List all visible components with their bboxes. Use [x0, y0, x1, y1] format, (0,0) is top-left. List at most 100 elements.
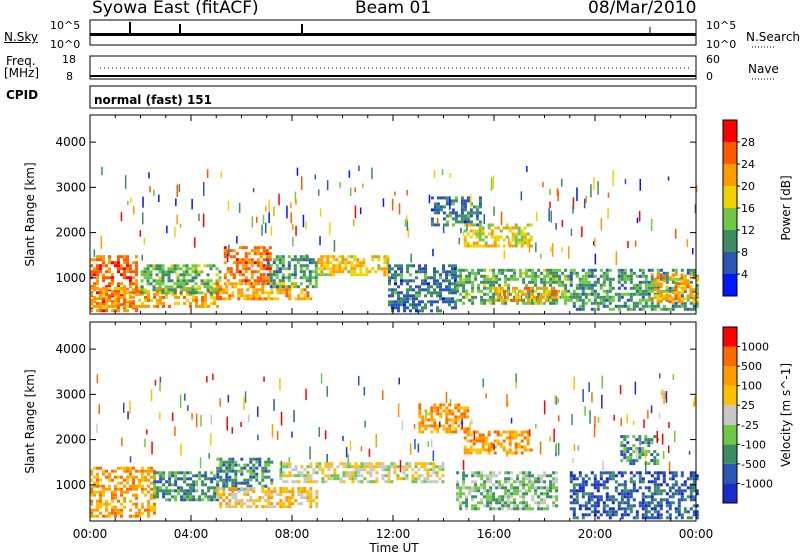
data-cell — [492, 492, 496, 496]
data-cell — [262, 279, 266, 283]
data-cell — [463, 445, 467, 449]
data-cell — [463, 214, 467, 218]
data-cell — [158, 285, 162, 289]
data-cell — [375, 462, 379, 466]
data-cell — [105, 508, 108, 512]
data-cell — [371, 267, 375, 271]
data-cell — [483, 483, 487, 487]
data-cell — [662, 474, 666, 478]
data-cell — [232, 273, 236, 277]
data-cell — [135, 285, 138, 289]
data-cell — [350, 264, 354, 268]
data-cell — [99, 294, 102, 298]
data-cell — [147, 505, 150, 509]
data-cell — [548, 289, 551, 293]
data-cell — [465, 268, 469, 272]
data-cell — [543, 289, 547, 293]
data-cell — [459, 501, 463, 505]
scatter-cell — [318, 189, 320, 196]
scatter-cell — [672, 374, 675, 381]
data-cell — [480, 268, 484, 272]
data-cell — [495, 507, 499, 511]
data-cell — [506, 298, 509, 302]
scatter-cell — [594, 415, 596, 429]
data-cell — [659, 498, 663, 502]
data-cell — [650, 480, 654, 484]
data-cell — [448, 288, 451, 292]
data-cell — [150, 481, 153, 485]
data-cell — [516, 277, 520, 281]
data-cell — [490, 223, 494, 227]
data-cell — [90, 490, 93, 494]
data-cell — [507, 507, 511, 511]
data-cell — [161, 273, 165, 277]
data-cell — [593, 280, 597, 284]
data-cell — [466, 244, 470, 248]
data-cell — [620, 489, 624, 493]
data-cell — [686, 495, 690, 499]
data-cell — [617, 277, 621, 281]
data-cell — [114, 295, 117, 299]
data-cell — [111, 508, 114, 512]
data-cell — [99, 267, 102, 271]
scatter-cell — [399, 460, 402, 473]
data-cell — [531, 480, 535, 484]
data-cell — [543, 274, 547, 278]
data-cell — [529, 448, 533, 452]
data-cell — [356, 264, 360, 268]
data-cell — [240, 499, 244, 503]
data-cell — [653, 304, 657, 308]
scatter-cell — [301, 176, 303, 190]
data-cell — [518, 289, 521, 293]
data-cell — [683, 483, 687, 487]
data-cell — [156, 480, 160, 484]
scatter-cell — [350, 187, 352, 197]
data-cell — [540, 501, 544, 505]
data-cell — [677, 291, 681, 295]
data-cell — [266, 282, 270, 286]
data-cell — [590, 271, 594, 275]
data-cell — [108, 484, 111, 488]
data-cell — [396, 465, 400, 469]
data-cell — [342, 471, 346, 475]
scatter-cell — [263, 376, 265, 382]
data-cell — [305, 285, 309, 289]
data-cell — [231, 484, 235, 488]
data-cell — [96, 481, 99, 485]
scatter-cell — [644, 451, 647, 459]
data-cell — [129, 466, 132, 470]
data-cell — [132, 304, 135, 308]
data-cell — [578, 304, 582, 308]
data-cell — [433, 282, 436, 286]
data-cell — [635, 471, 639, 475]
data-cell — [463, 241, 467, 245]
data-cell — [617, 268, 621, 272]
data-cell — [315, 462, 319, 466]
data-cell — [511, 430, 515, 434]
data-cell — [620, 516, 624, 520]
data-cell — [275, 267, 279, 271]
data-cell — [189, 477, 193, 481]
data-cell — [114, 511, 117, 515]
data-cell — [276, 282, 280, 286]
data-cell — [680, 513, 684, 517]
data-cell — [225, 478, 229, 482]
data-cell — [93, 493, 96, 497]
data-cell — [403, 309, 406, 313]
data-cell — [451, 300, 454, 304]
scatter-cell — [515, 381, 517, 389]
data-cell — [309, 462, 313, 466]
scatter-cell — [210, 414, 212, 425]
data-cell — [481, 439, 485, 443]
data-cell — [174, 483, 178, 487]
data-cell — [269, 273, 273, 277]
data-cell — [259, 264, 263, 268]
data-cell — [135, 267, 138, 271]
data-cell — [138, 289, 141, 293]
data-cell — [356, 273, 360, 277]
data-cell — [611, 501, 615, 505]
data-cell — [210, 495, 214, 499]
data-cell — [474, 474, 478, 478]
scatter-cell — [406, 215, 408, 222]
data-cell — [264, 490, 268, 494]
